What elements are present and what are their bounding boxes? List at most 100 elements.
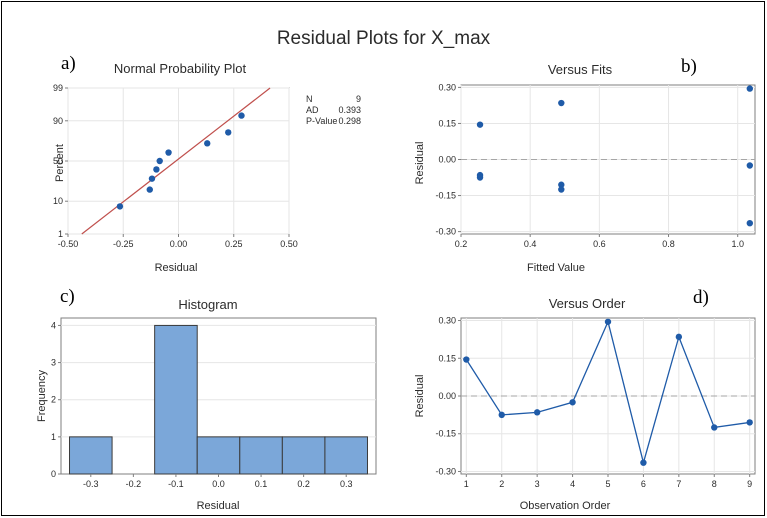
stat-value-ad: 0.393: [338, 105, 361, 115]
fits-xtick-label: 1.0: [731, 239, 744, 249]
fits-ytick-label: -0.30: [435, 227, 456, 237]
npp-point: [116, 203, 124, 210]
hist-ytick-label: 4: [51, 320, 56, 330]
panel-letter-c: c): [60, 286, 75, 307]
fits-point: [558, 186, 565, 193]
histogram-title: Histogram: [178, 297, 238, 312]
npp-point: [153, 166, 160, 173]
fits-point: [558, 99, 565, 107]
npp-ytick-label: 99: [53, 83, 63, 93]
order-xtick-label: 7: [676, 479, 681, 489]
panel-letter-a: a): [61, 53, 76, 74]
npp-point: [165, 149, 172, 156]
order-point: [498, 411, 505, 419]
order-ytick-label: 0.15: [438, 353, 456, 363]
order-point: [675, 333, 683, 341]
hist-xtick-label: -0.3: [83, 479, 99, 489]
order-ytick-label: 0.00: [438, 391, 456, 401]
npp-xtick-label: 0.50: [280, 239, 298, 249]
npp-ytick-label: 1: [58, 229, 63, 239]
order-point: [711, 424, 718, 431]
npp-xtick-label: 0.25: [225, 239, 243, 249]
panel-letter-d: d): [693, 287, 709, 308]
order-point: [746, 419, 753, 426]
histogram-bar: [281, 436, 326, 475]
order-point: [640, 459, 647, 466]
fits-ytick-label: 0.15: [438, 118, 456, 128]
fits-ytick-label: -0.15: [435, 191, 456, 201]
panel-letter-b: b): [681, 56, 697, 77]
hist-xtick-label: 0.1: [255, 479, 268, 489]
order-xtick-label: 3: [535, 479, 540, 489]
order-xtick-label: 8: [712, 479, 717, 489]
fits-xtick-label: 0.8: [662, 239, 675, 249]
order-xtick-label: 6: [641, 479, 646, 489]
stat-value-pvalue: 0.298: [338, 116, 361, 126]
histogram-bar: [239, 436, 283, 475]
npp-point: [148, 175, 156, 182]
npp-point: [204, 140, 211, 147]
npp-ytick-label: 50: [53, 156, 63, 166]
fits-ytick-label: 0.00: [438, 155, 456, 165]
npp-xtick-label: 0.00: [170, 239, 188, 249]
fits-xtick-label: 0.4: [524, 239, 537, 249]
order-point: [604, 318, 612, 325]
stat-label-n: N: [306, 94, 313, 104]
stat-row-ad: AD 0.393: [306, 105, 361, 116]
order-xtick-label: 1: [464, 479, 469, 489]
fits-point: [746, 219, 754, 227]
npp-xtick-label: -0.25: [113, 239, 134, 249]
order-xtick-label: 2: [499, 479, 504, 489]
versus-fits-title: Versus Fits: [547, 62, 613, 77]
stat-label-pvalue: P-Value: [306, 116, 338, 126]
histogram-bar: [69, 436, 113, 475]
order-xtick-label: 4: [570, 479, 575, 489]
npp-point: [146, 186, 153, 193]
fits-point: [746, 162, 754, 169]
hist-xtick-label: 0.2: [297, 479, 310, 489]
hist-xlabel: Residual: [196, 500, 240, 512]
hist-ytick-label: 3: [51, 358, 56, 368]
fits-point: [476, 121, 484, 128]
fits-point: [558, 181, 565, 188]
versus-order-title: Versus Order: [548, 296, 626, 311]
stat-value-n: 9: [355, 94, 361, 104]
order-xtick-label: 9: [747, 479, 752, 489]
fits-xtick-label: 0.6: [593, 239, 606, 249]
npp-xtick-label: -0.50: [58, 239, 79, 249]
npp-xlabel: Residual: [154, 262, 198, 274]
histogram-bar: [154, 324, 198, 475]
fits-point: [746, 85, 754, 92]
hist-ytick-label: 1: [51, 432, 56, 442]
histogram-bar: [196, 436, 241, 475]
fits-xlabel: Fitted Value: [527, 262, 585, 274]
npp-point: [225, 129, 232, 136]
hist-xtick-label: 0.0: [212, 479, 225, 489]
fits-ytick-label: 0.30: [438, 82, 456, 92]
histogram-bar: [324, 436, 368, 475]
stat-label-ad: AD: [306, 105, 319, 115]
normal-probability-title: Normal Probability Plot: [113, 61, 247, 76]
stat-row-pvalue: P-Value 0.298: [306, 116, 361, 127]
order-point: [533, 409, 541, 416]
fits-point: [476, 174, 484, 181]
npp-fit-line: [81, 87, 271, 235]
order-ytick-label: -0.30: [435, 466, 456, 476]
npp-ytick-label: 90: [53, 116, 63, 126]
hist-xtick-label: 0.3: [340, 479, 353, 489]
npp-point: [156, 157, 163, 165]
order-ytick-label: -0.15: [435, 429, 456, 439]
main-title: Residual Plots for X_max: [276, 28, 491, 49]
hist-ytick-label: 0: [51, 469, 56, 479]
npp-ytick-label: 10: [53, 196, 63, 206]
order-point: [463, 356, 470, 363]
order-point: [569, 399, 576, 406]
hist-xtick-label: -0.2: [126, 479, 142, 489]
fits-xtick-label: 0.2: [455, 239, 468, 249]
order-xlabel: Observation Order: [519, 500, 611, 512]
